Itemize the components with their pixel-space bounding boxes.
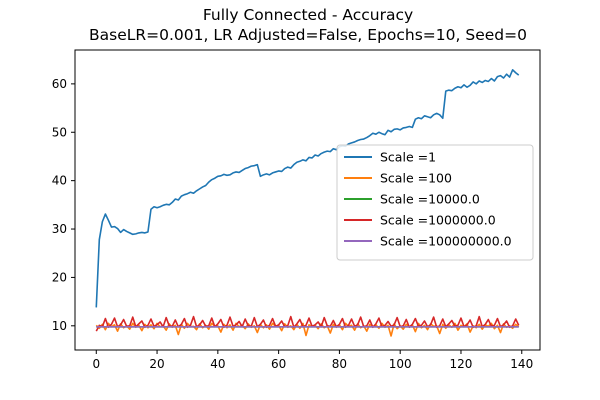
y-tick-label: 30 xyxy=(52,222,67,236)
x-tick-label: 120 xyxy=(450,357,473,371)
y-tick-label: 60 xyxy=(52,77,67,91)
legend-label: Scale =10000.0 xyxy=(380,192,480,207)
chart-title: Fully Connected - Accuracy xyxy=(203,6,413,24)
legend-label: Scale =1 xyxy=(380,150,436,165)
legend-label: Scale =1000000.0 xyxy=(380,213,496,228)
x-tick-label: 100 xyxy=(389,357,412,371)
series-line-1 xyxy=(95,69,520,308)
y-tick-label: 10 xyxy=(52,319,67,333)
plot-frame xyxy=(74,49,541,351)
chart-subtitle: BaseLR=0.001, LR Adjusted=False, Epochs=… xyxy=(89,26,527,44)
x-tick-label: 20 xyxy=(149,357,164,371)
series-line-4 xyxy=(95,315,520,332)
x-tick-label: 80 xyxy=(332,357,347,371)
y-tick-label: 40 xyxy=(52,174,67,188)
legend-label: Scale =100000000.0 xyxy=(380,234,512,249)
x-tick-label: 40 xyxy=(210,357,225,371)
x-tick-label: 60 xyxy=(271,357,286,371)
y-tick-label: 50 xyxy=(52,125,67,139)
x-tick-label: 0 xyxy=(92,357,100,371)
y-axis-ticks: 10 20 30 40 50 60 xyxy=(52,77,75,333)
x-tick-label: 140 xyxy=(510,357,533,371)
legend: Scale =1 Scale =100 Scale =10000.0 Scale =1… xyxy=(336,144,534,261)
series-layer xyxy=(95,69,520,337)
legend-box xyxy=(336,144,534,261)
legend-label: Scale =100 xyxy=(380,171,452,186)
y-tick-label: 20 xyxy=(52,270,67,284)
x-axis-ticks: 0 20 40 60 80 100 120 140 xyxy=(92,350,533,371)
